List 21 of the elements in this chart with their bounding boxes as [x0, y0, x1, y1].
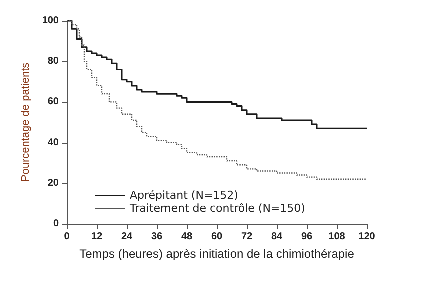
- x-tick-label: 24: [121, 232, 133, 242]
- y-tick-label: 40: [48, 137, 60, 148]
- legend-label: Traitement de contrôle (N=150): [129, 202, 306, 215]
- x-tick-label: 84: [271, 232, 283, 242]
- x-tick-label: 108: [328, 232, 346, 242]
- y-tick-label: 80: [48, 56, 60, 68]
- y-tick-label: 60: [48, 96, 60, 108]
- x-tick-label: 48: [181, 232, 193, 242]
- x-tick-label: 12: [91, 232, 103, 242]
- y-tick-label: 0: [53, 218, 60, 230]
- y-tick-label: 100: [42, 16, 60, 26]
- y-tick-label: 20: [48, 178, 60, 189]
- legend-label: Aprépitant (N=152): [130, 189, 238, 202]
- x-tick-label: 0: [64, 232, 70, 242]
- x-axis-title: Temps (heures) après initiation de la chimiothérapie: [80, 247, 355, 261]
- x-tick-label: 60: [211, 232, 223, 242]
- x-tick-label: 96: [301, 232, 313, 242]
- x-tick-label: 120: [358, 232, 376, 242]
- y-axis-title: Pourcentage de patients: [20, 62, 32, 182]
- x-tick-label: 36: [151, 232, 163, 242]
- x-tick-label: 72: [241, 232, 253, 242]
